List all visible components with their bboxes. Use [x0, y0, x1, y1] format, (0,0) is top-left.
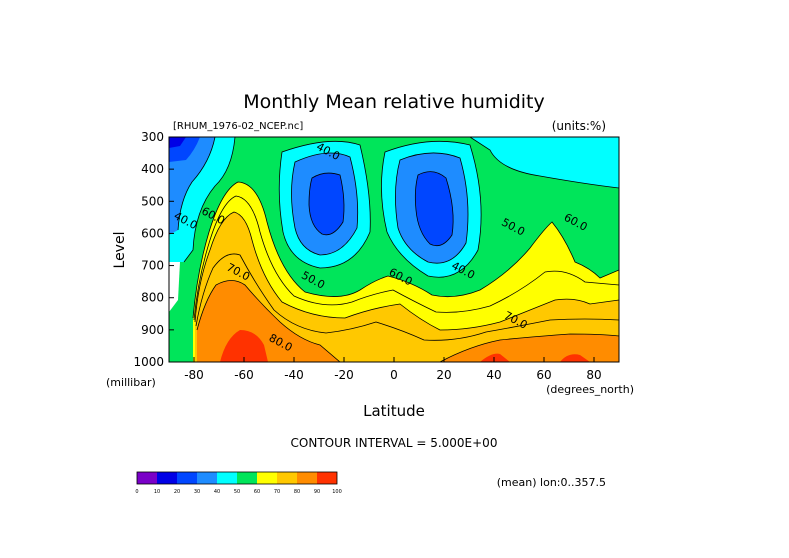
- contour-line-sh-outer: [278, 140, 371, 269]
- x-axis-ticks: -80 -60 -40 -20 0 20 40 60 80: [184, 357, 602, 382]
- band-20-30-sh: [309, 173, 344, 235]
- x-tick-label: 60: [536, 368, 551, 382]
- contour-line-75: [195, 253, 619, 341]
- colorbar-swatch: [157, 472, 177, 484]
- x-tick-label: 80: [586, 368, 601, 382]
- y-tick-label: 600: [141, 226, 164, 240]
- contour-field: [169, 137, 619, 362]
- contour-line-sp: [183, 137, 236, 263]
- colorbar-tick-label: 100: [332, 489, 342, 495]
- y-axis-label: Level: [112, 232, 128, 269]
- colorbar-tick-label: 90: [314, 489, 320, 495]
- x-tick-label: -60: [234, 368, 254, 382]
- file-label: [RHUM_1976-02_NCEP.nc]: [173, 121, 303, 132]
- contour-line-sh-inner: [308, 172, 345, 236]
- contour-line-nh-outer: [381, 140, 482, 278]
- colorbar-swatch: [177, 472, 197, 484]
- y-tick-label: 1000: [133, 355, 164, 369]
- contour-line-80: [196, 280, 619, 362]
- y-axis-ticks: 300 400 500 600 700 800 900 1000: [133, 130, 174, 369]
- colorbar-tick-label: 20: [174, 489, 180, 495]
- colorbar-swatch: [277, 472, 297, 484]
- contour-line-70: [194, 211, 619, 331]
- colorbar-tick-label: 80: [294, 489, 300, 495]
- colorbar-tick-label: 10: [154, 489, 160, 495]
- contour-line-60: [192, 181, 619, 319]
- contour-line-nh-inner: [414, 171, 454, 247]
- contour-interval-text: CONTOUR INTERVAL = 5.000E+00: [291, 436, 498, 450]
- band-70-80: [195, 212, 619, 362]
- y-tick-label: 800: [141, 291, 164, 305]
- x-tick-label: 20: [436, 368, 451, 382]
- band-20-30-nh: [415, 171, 454, 246]
- colorbar-swatch: [217, 472, 237, 484]
- colorbar-tick-label: 50: [234, 489, 240, 495]
- x-tick-label: 40: [486, 368, 501, 382]
- missing-data-patch: [169, 262, 180, 312]
- units-label: (units:%): [552, 119, 606, 133]
- contour-line-sp-inner: [177, 137, 216, 231]
- colorbar-frame: [136, 471, 338, 485]
- colorbar-swatch: [317, 472, 337, 484]
- y-axis-units: (millibar): [106, 376, 156, 389]
- contour-line-top-band: [469, 137, 619, 189]
- colorbar: 0 10 20 30 40 50 60 70 80 90 100: [135, 471, 342, 495]
- contour-line-nh-mid: [395, 152, 469, 264]
- x-axis-label: Latitude: [363, 402, 425, 420]
- colorbar-swatch: [237, 472, 257, 484]
- colorbar-tick-label: 30: [194, 489, 200, 495]
- band-10-20-sp: [169, 137, 186, 148]
- x-axis-units: (degrees_north): [546, 383, 634, 396]
- colorbar-swatch: [257, 472, 277, 484]
- x-tick-label: -20: [334, 368, 354, 382]
- band-40-50-top: [169, 137, 619, 188]
- chart-title: Monthly Mean relative humidity: [243, 91, 545, 113]
- colorbar-tick-label: 40: [214, 489, 220, 495]
- y-tick-label: 400: [141, 162, 164, 176]
- colorbar-swatch: [297, 472, 317, 484]
- colorbar-tick-label: 70: [274, 489, 280, 495]
- colorbar-swatch: [137, 472, 157, 484]
- averaging-text: (mean) lon:0..357.5: [497, 476, 606, 489]
- y-tick-label: 900: [141, 323, 164, 337]
- x-tick-label: -40: [284, 368, 304, 382]
- contour-line-65: [193, 195, 619, 321]
- x-tick-label: 0: [390, 368, 398, 382]
- y-tick-label: 500: [141, 194, 164, 208]
- contour-line-sh-mid: [291, 152, 359, 256]
- colorbar-tick-label: 60: [254, 489, 260, 495]
- band-90-100: [220, 330, 590, 362]
- y-tick-label: 700: [141, 259, 164, 273]
- y-tick-label: 300: [141, 130, 164, 144]
- band-80-90: [197, 280, 619, 362]
- colorbar-tick-label: 0: [135, 489, 138, 495]
- colorbar-swatch: [197, 472, 217, 484]
- x-tick-label: -80: [184, 368, 204, 382]
